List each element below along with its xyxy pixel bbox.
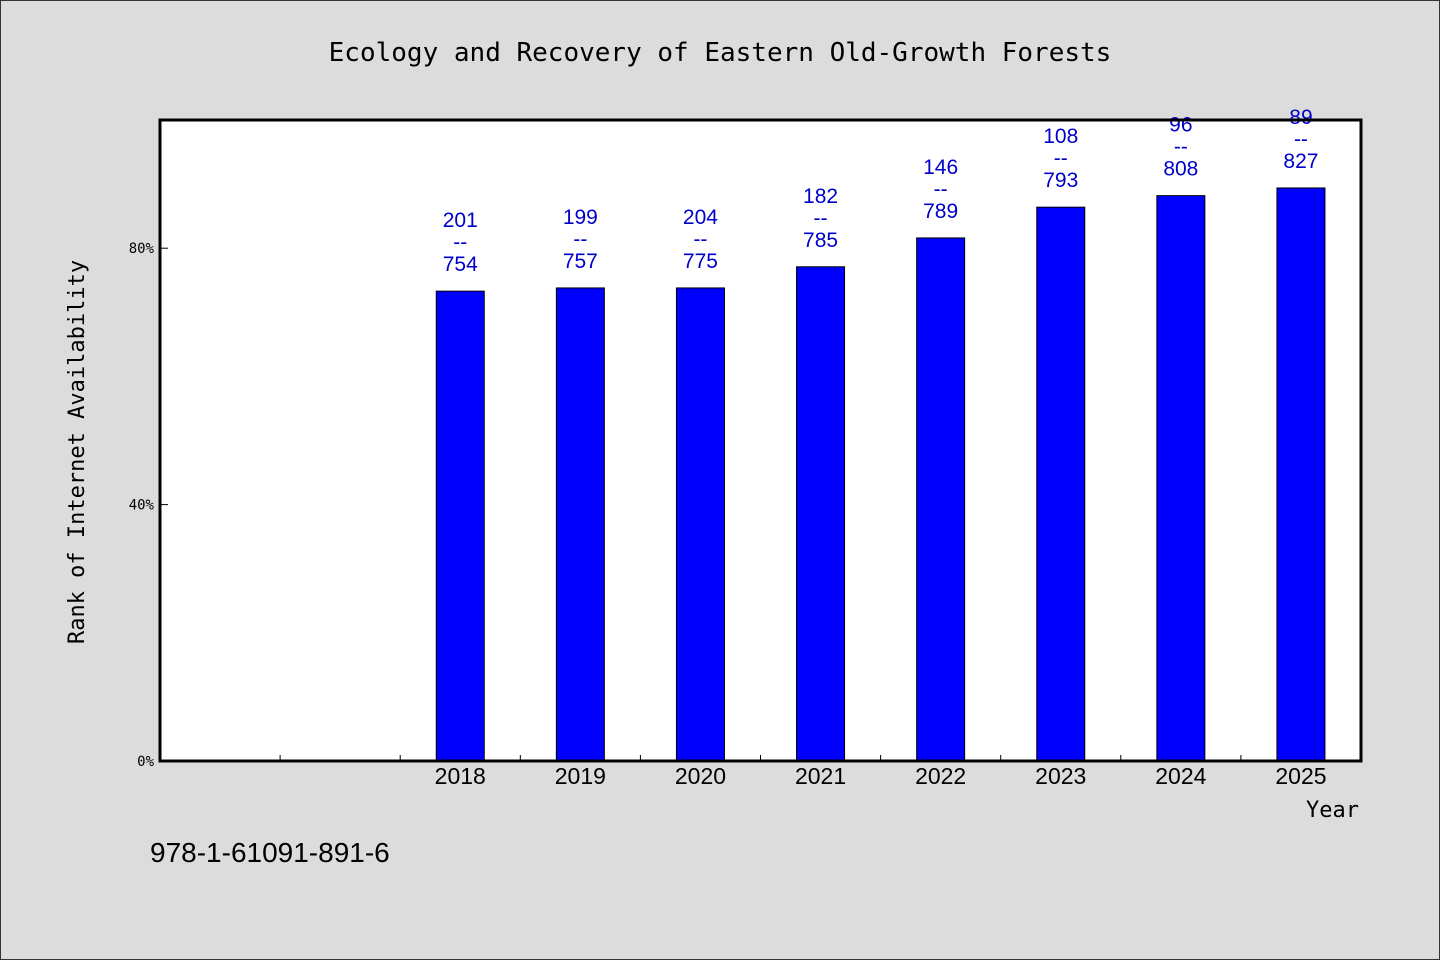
- y-tick-label: 40%: [129, 498, 155, 514]
- y-axis-label: Rank of Internet Availability: [65, 260, 90, 644]
- bar-value-label: --: [573, 228, 587, 251]
- x-ticks-group: 2018 2019 2020 2021 2022 2023 2024 2025: [279, 755, 1327, 789]
- bar: [1036, 206, 1086, 762]
- x-tick-label: 2024: [1155, 763, 1206, 789]
- footer-text: 978-1-61091-891-6: [150, 837, 390, 868]
- bar-value-label: 108: [1043, 125, 1078, 148]
- bar-value-label: --: [814, 207, 828, 230]
- bar: [1276, 187, 1326, 762]
- x-tick-label: 2019: [555, 763, 606, 789]
- x-tick-label: 2018: [435, 763, 486, 789]
- x-tick-label: 2021: [795, 763, 846, 789]
- bar-value-label: 754: [443, 253, 478, 276]
- bar-labels-group: 201--754199--757204--775182--785146--789…: [443, 106, 1319, 276]
- bar-value-label: 201: [443, 209, 478, 232]
- bar-value-label: 204: [683, 206, 718, 229]
- bars-group: [435, 187, 1326, 762]
- bar-value-label: 199: [563, 206, 598, 229]
- x-tick-label: 2022: [915, 763, 966, 789]
- bar: [916, 237, 966, 762]
- bar-value-label: --: [453, 231, 467, 254]
- bar-value-label: 89: [1289, 106, 1312, 129]
- bar-value-label: 793: [1043, 169, 1078, 192]
- bar-value-label: 146: [923, 156, 958, 179]
- plot-border: [158, 118, 1363, 763]
- y-tick-label: 0%: [137, 754, 154, 770]
- bar-value-label: 96: [1169, 114, 1192, 137]
- bar-value-label: 182: [803, 185, 838, 208]
- bar-value-label: --: [934, 178, 948, 201]
- bar: [1156, 195, 1206, 762]
- bar-value-label: 785: [803, 229, 838, 252]
- x-tick-label: 2020: [675, 763, 726, 789]
- bar-value-label: --: [1054, 147, 1068, 170]
- chart-title: Ecology and Recovery of Eastern Old-Grow…: [329, 38, 1112, 68]
- bar: [675, 287, 725, 762]
- bar-value-label: 808: [1163, 158, 1198, 181]
- y-tick-label: 80%: [129, 241, 155, 257]
- y-ticks-group: 0% 40% 80%: [129, 241, 168, 770]
- bar-value-label: --: [693, 228, 707, 251]
- bar-value-label: 775: [683, 250, 718, 273]
- x-tick-label: 2025: [1275, 763, 1326, 789]
- bar-value-label: --: [1294, 128, 1308, 151]
- bar-value-label: 789: [923, 200, 958, 223]
- x-tick-label: 2023: [1035, 763, 1086, 789]
- bar: [555, 287, 605, 762]
- x-axis-label: Year: [1306, 798, 1359, 823]
- bar-value-label: 827: [1283, 150, 1318, 173]
- bar-value-label: 757: [563, 250, 598, 273]
- bar: [435, 290, 485, 762]
- bar-value-label: --: [1174, 136, 1188, 159]
- bar: [796, 266, 846, 762]
